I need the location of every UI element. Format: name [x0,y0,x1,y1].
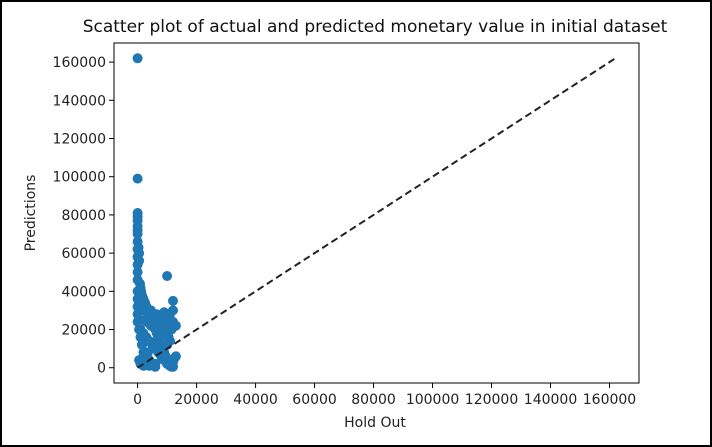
plot-area [113,42,640,384]
data-point [132,267,143,278]
data-point [165,336,175,346]
x-tick-label: 20000 [174,392,219,408]
x-axis-ticks: 0 20000 40000 60000 80000 100000 120000 140000 1… [133,383,636,408]
data-point [170,351,181,362]
data-point [168,361,178,372]
x-tick-label: 120000 [465,392,518,408]
data-point [142,347,153,358]
data-point [134,248,145,259]
data-point [141,301,152,312]
x-tick-label: 160000 [583,392,636,408]
y-tick-label: 40000 [61,284,106,300]
x-tick-label: 0 [133,392,142,408]
reference-line [137,57,616,369]
data-point [170,320,181,331]
data-point [147,339,158,350]
data-point [132,53,143,64]
x-tick-label: 140000 [524,392,577,408]
data-points [132,53,181,372]
data-point [132,316,143,327]
y-axis-ticks: 0 20000 40000 60000 80000 100000 120000 140000 1… [53,55,114,377]
y-tick-label: 80000 [61,208,106,224]
data-point [132,286,143,297]
y-tick-label: 100000 [53,170,106,186]
data-point [134,255,145,266]
data-point [134,324,145,335]
y-tick-label: 120000 [53,132,106,148]
x-tick-label: 60000 [292,392,337,408]
data-point [150,361,161,372]
data-point [168,305,178,316]
data-point [132,173,143,184]
data-point [147,320,158,331]
chart-title: Scatter plot of actual and predicted mon… [83,17,668,37]
y-tick-label: 0 [97,361,106,377]
y-tick-label: 160000 [53,55,106,71]
y-tick-label: 20000 [61,323,106,339]
y-tick-label: 140000 [53,93,106,109]
y-axis-label: Predictions [23,175,39,252]
data-point [168,295,178,306]
x-tick-label: 80000 [351,392,396,408]
data-point [162,271,173,281]
data-point [132,229,143,239]
x-tick-label: 100000 [406,392,459,408]
x-tick-label: 40000 [233,392,278,408]
data-point [137,339,147,350]
y-tick-label: 60000 [61,246,106,262]
data-point [132,309,143,320]
x-axis-label: Hold Out [344,415,406,431]
